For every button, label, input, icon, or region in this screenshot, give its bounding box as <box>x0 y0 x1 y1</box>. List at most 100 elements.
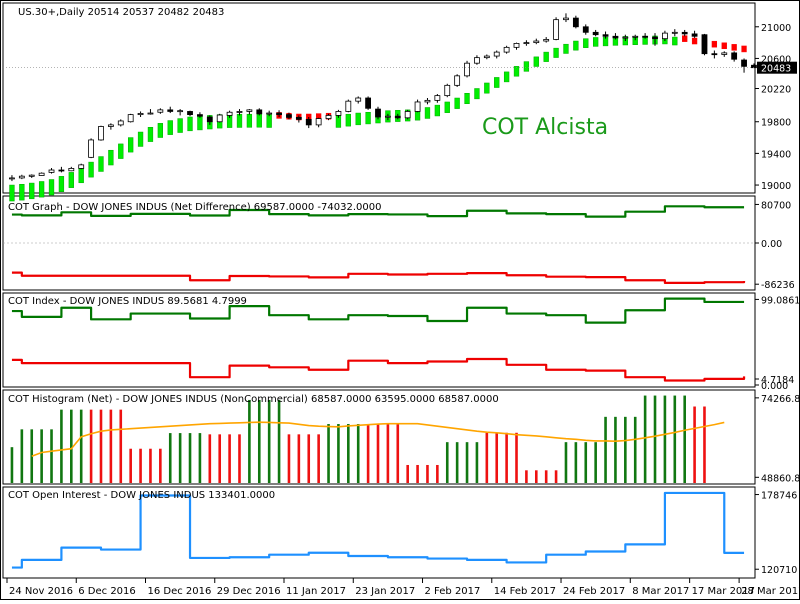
candle-body <box>384 115 391 118</box>
x-tick-label: 11 Jan 2017 <box>286 586 346 597</box>
ma-segment <box>731 44 737 51</box>
cot-histogram-panel[interactable] <box>10 395 725 483</box>
candle-body <box>206 116 213 123</box>
histogram-bar <box>554 470 558 483</box>
candle-body <box>177 110 184 113</box>
y-tick-label: 120710 <box>761 565 797 576</box>
histogram-bar <box>248 399 251 483</box>
histogram-bar <box>396 424 400 483</box>
current-price-box <box>757 61 797 74</box>
ma-segment <box>365 111 371 125</box>
y-tick-label: -86236 <box>761 280 795 291</box>
histogram-bar <box>525 470 528 483</box>
candle-body <box>414 101 421 112</box>
ma-segment <box>494 77 500 88</box>
candle-body <box>276 112 282 116</box>
ma-segment <box>29 182 35 200</box>
histogram-bar <box>604 416 607 483</box>
ma-segment <box>533 56 539 67</box>
ma-segment <box>573 40 579 51</box>
candle-body <box>711 53 718 56</box>
ma-segment <box>484 82 490 94</box>
histogram-bar <box>534 470 538 483</box>
candle-body <box>256 109 263 115</box>
x-axis: 24 Nov 2016 6 Dec 2016 16 Dec 2016 29 Dec 2… <box>6 578 800 597</box>
candle-body <box>157 109 164 113</box>
histogram-bar <box>267 399 271 483</box>
candle-body <box>671 31 678 34</box>
candle-body <box>563 17 569 21</box>
candle-body <box>226 111 233 116</box>
x-tick-label: 17 Mar 2017 <box>692 586 755 597</box>
candle-body <box>335 111 342 116</box>
cot-short-line <box>11 271 746 284</box>
histogram-bar <box>168 433 172 483</box>
ma-segment <box>474 88 480 100</box>
histogram-bar <box>317 434 320 483</box>
candle-body <box>741 59 747 67</box>
histogram-bar <box>188 433 192 483</box>
ma-segment <box>543 51 549 62</box>
histogram-bar <box>238 434 241 483</box>
y-tick-label: 0.00 <box>761 239 782 250</box>
ma-segment <box>266 114 272 128</box>
histogram-bar <box>198 433 202 483</box>
histogram-bar <box>455 442 459 483</box>
cot-index-panel[interactable] <box>11 297 746 382</box>
ma-segment <box>147 127 154 142</box>
panel-frame <box>2 389 756 485</box>
price-panel[interactable] <box>3 13 757 202</box>
y-tick-label: 0.000 <box>761 381 788 392</box>
histogram-bar <box>277 399 281 483</box>
candle-body <box>78 164 85 169</box>
histogram-bar <box>445 442 449 483</box>
cot-graph-panel[interactable] <box>3 205 755 284</box>
histogram-bar <box>703 406 706 483</box>
histogram-bar <box>208 434 212 483</box>
ma-segment <box>167 120 173 135</box>
open-interest-panel[interactable] <box>11 491 745 569</box>
histogram-bar <box>257 399 261 483</box>
candle-body <box>355 97 362 102</box>
candle-body <box>721 52 728 55</box>
histogram-bar <box>297 434 301 483</box>
histogram-bar <box>495 432 499 483</box>
candle-body <box>434 95 441 101</box>
cot-index-title: COT Index - DOW JONES INDUS 89.5681 4.79… <box>8 296 247 307</box>
histogram-bar <box>79 409 83 483</box>
candle-body <box>424 99 431 103</box>
candle-body <box>315 118 322 126</box>
histogram-bar <box>673 395 677 483</box>
candle-body <box>38 172 45 176</box>
ma-segment <box>108 149 114 166</box>
candle-body <box>107 124 114 127</box>
ma-segment <box>553 47 559 58</box>
candle-body <box>642 35 649 38</box>
panel-frame <box>2 292 756 388</box>
candle-body <box>592 31 599 36</box>
histogram-bar <box>465 442 469 483</box>
histogram-bar <box>178 433 182 483</box>
candle-body <box>365 97 372 109</box>
ma-segment <box>711 40 718 48</box>
candle-body <box>503 46 510 53</box>
candle-body <box>246 109 253 112</box>
histogram-bar <box>485 432 489 483</box>
ma-segment <box>177 118 183 133</box>
ma-segment <box>682 35 688 42</box>
candle-body <box>117 120 124 126</box>
histogram-bar <box>376 424 380 483</box>
candle-body <box>216 114 223 123</box>
ma-segment <box>424 107 431 119</box>
y-tick-label: 19800 <box>761 118 791 129</box>
x-tick-label: 2 Feb 2017 <box>425 586 481 597</box>
histogram-bar <box>70 409 73 483</box>
y-tick-label: 20600 <box>761 54 791 65</box>
panel-frame <box>2 486 756 579</box>
candle-body <box>622 36 629 39</box>
y-tick-label: 74266.8 <box>761 394 800 405</box>
candle-body <box>375 108 381 118</box>
